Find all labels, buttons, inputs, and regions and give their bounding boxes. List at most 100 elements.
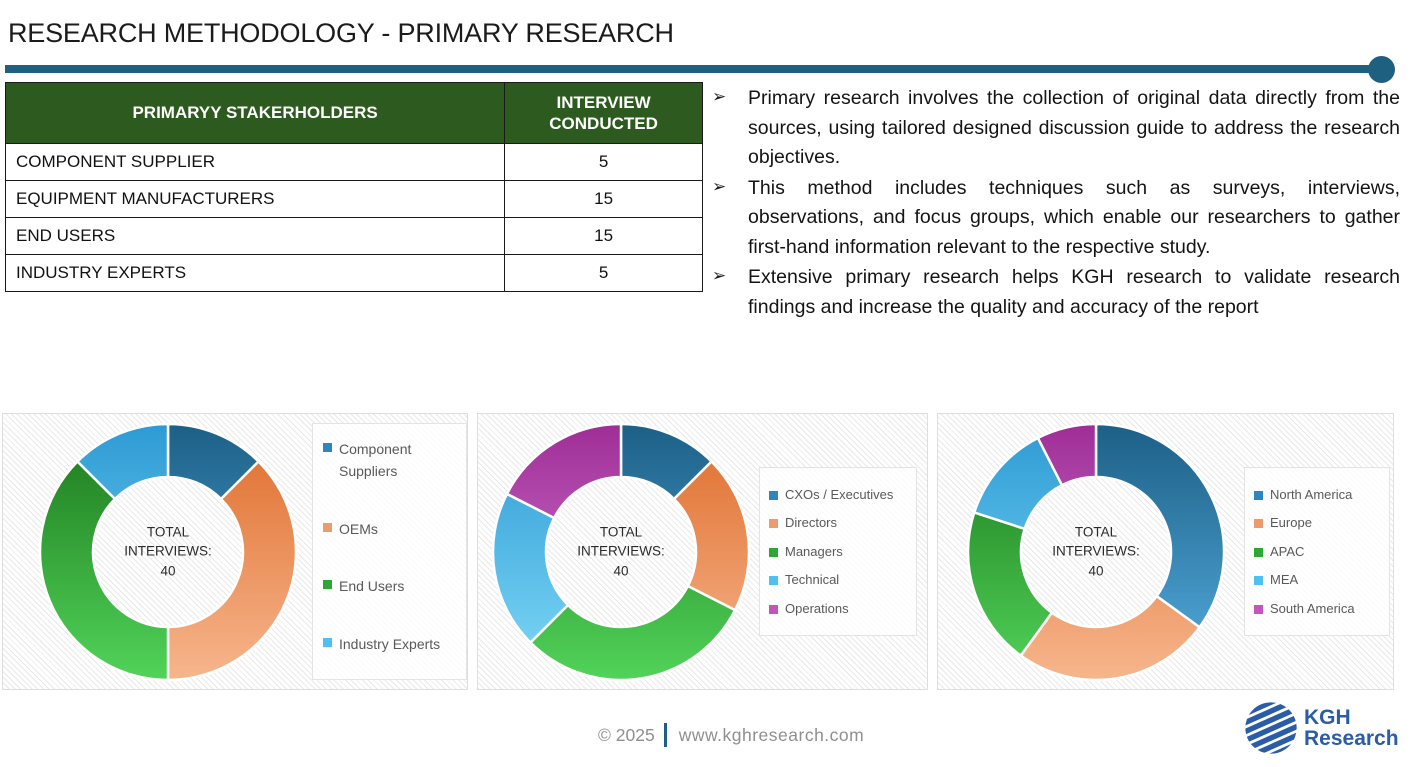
- legend-swatch: [769, 604, 778, 614]
- legend-item: Component Suppliers: [323, 438, 460, 483]
- interviews-cell: 15: [504, 180, 703, 218]
- donut-segment: [75, 422, 170, 501]
- donut-chart-regions: TOTAL INTERVIEWS: 40: [964, 420, 1228, 684]
- chart-panel-regions: TOTAL INTERVIEWS: 40 North America Europe…: [937, 413, 1394, 690]
- legend-swatch: [1254, 604, 1263, 614]
- legend-swatch: [769, 490, 778, 500]
- legend-label: South America: [1270, 600, 1355, 616]
- table-row: INDUSTRY EXPERTS 5: [4, 254, 703, 292]
- legend-label: Operations: [785, 600, 849, 616]
- donut-chart-stakeholders: TOTAL INTERVIEWS: 40: [36, 420, 300, 684]
- legend-item: South America: [1254, 600, 1385, 618]
- legend-swatch: [1254, 576, 1263, 586]
- footer-separator-bar: [663, 723, 667, 747]
- stakeholder-cell: COMPONENT SUPPLIER: [4, 143, 506, 181]
- interviews-cell: 5: [504, 143, 703, 181]
- legend-swatch: [1254, 519, 1263, 529]
- donut-center-label: TOTAL INTERVIEWS: 40: [577, 524, 665, 579]
- divider-line: [5, 65, 1372, 73]
- chart-panel-stakeholders: TOTAL INTERVIEWS: 40 Component Suppliers…: [2, 413, 468, 690]
- donut-svg: [38, 422, 298, 681]
- bullet-text: Primary research involves the collection…: [748, 87, 1400, 168]
- legend-swatch: [1254, 490, 1263, 500]
- footer-website: www.kghresearch.com: [678, 724, 865, 745]
- donut-segment: [1019, 593, 1202, 681]
- legend-item: North America: [1254, 486, 1385, 504]
- legend-label: Europe: [1270, 515, 1312, 531]
- legend-swatch: [323, 580, 332, 590]
- legend-item: APAC: [1254, 543, 1385, 561]
- legend-item: Europe: [1254, 514, 1385, 532]
- bullet-arrow-icon: ➢: [712, 87, 727, 106]
- charts-row: TOTAL INTERVIEWS: 40 Component Suppliers…: [2, 413, 1394, 690]
- chart-legend: CXOs / Executives Directors Managers Techni…: [759, 467, 917, 636]
- table-header-row: PRIMARYY STAKERHOLDERS INTERVIEW CONDUCT…: [4, 82, 703, 144]
- legend-item: Technical: [769, 571, 912, 589]
- legend-swatch: [769, 519, 778, 529]
- legend-label: CXOs / Executives: [785, 486, 894, 502]
- donut-segment: [505, 422, 623, 520]
- legend-swatch: [323, 637, 332, 647]
- legend-item: Operations: [769, 600, 912, 618]
- chart-legend: North America Europe APAC MEA South America: [1244, 467, 1390, 636]
- logo-line1: KGH: [1304, 705, 1351, 729]
- table-header-interviews: INTERVIEW CONDUCTED: [504, 82, 703, 144]
- footer-copyright: © 2025: [598, 724, 655, 745]
- logo-line2: Research: [1304, 727, 1399, 750]
- table-header-stakeholders: PRIMARYY STAKERHOLDERS: [4, 82, 506, 144]
- globe-icon: [1243, 700, 1299, 756]
- donut-segment: [38, 459, 170, 681]
- legend-swatch: [323, 522, 332, 532]
- legend-label: Directors: [785, 515, 838, 531]
- bullet-list: ➢ Primary research involves the collecti…: [712, 84, 1400, 323]
- donut-center-label: TOTAL INTERVIEWS: 40: [124, 524, 212, 579]
- legend-item: Managers: [769, 543, 912, 561]
- bullet-arrow-icon: ➢: [712, 266, 727, 285]
- page-title: RESEARCH METHODOLOGY - PRIMARY RESEARCH: [8, 18, 674, 48]
- legend-swatch: [769, 547, 778, 557]
- chart-panel-designations: TOTAL INTERVIEWS: 40 CXOs / Executives Di…: [477, 413, 928, 690]
- table-row: COMPONENT SUPPLIER 5: [4, 143, 703, 181]
- legend-label: Technical: [785, 572, 840, 588]
- stakeholder-cell: END USERS: [4, 217, 506, 255]
- donut-svg: [491, 422, 751, 681]
- legend-item: OEMs: [323, 518, 460, 540]
- kgh-logo: KGH Research: [1243, 700, 1399, 756]
- donut-svg: [966, 422, 1226, 681]
- legend-label: Managers: [785, 543, 843, 559]
- logo-text: KGH Research: [1304, 705, 1399, 750]
- legend-item: MEA: [1254, 571, 1385, 589]
- legend-swatch: [1254, 547, 1263, 557]
- donut-segment: [166, 459, 298, 681]
- donut-center-label: TOTAL INTERVIEWS: 40: [1052, 524, 1140, 579]
- legend-item: End Users: [323, 575, 460, 597]
- legend-swatch: [769, 576, 778, 586]
- legend-item: Directors: [769, 514, 912, 532]
- footer: © 2025 www.kghresearch.com: [598, 723, 864, 747]
- stakeholder-cell: INDUSTRY EXPERTS: [4, 254, 506, 292]
- bullet-text: This method includes techniques such as …: [748, 176, 1400, 258]
- interviews-cell: 15: [504, 217, 703, 255]
- table-row: END USERS 15: [4, 217, 703, 255]
- legend-label: MEA: [1270, 572, 1299, 588]
- legend-label: Component Suppliers: [339, 441, 412, 480]
- interviews-cell: 5: [504, 254, 703, 292]
- donut-segment: [1036, 422, 1098, 487]
- bullet-item: ➢ Extensive primary research helps KGH r…: [712, 263, 1400, 322]
- legend-label: APAC: [1270, 543, 1305, 559]
- bullet-item: ➢ Primary research involves the collecti…: [712, 84, 1400, 173]
- divider-endpoint-dot: [1368, 56, 1395, 83]
- bullet-item: ➢ This method includes techniques such a…: [712, 174, 1400, 263]
- donut-chart-designations: TOTAL INTERVIEWS: 40: [489, 420, 753, 684]
- bullet-arrow-icon: ➢: [712, 176, 727, 196]
- legend-item: CXOs / Executives: [769, 486, 912, 504]
- stakeholder-cell: EQUIPMENT MANUFACTURERS: [4, 180, 506, 218]
- legend-item: Industry Experts: [323, 633, 460, 655]
- stakeholder-table: PRIMARYY STAKERHOLDERS INTERVIEW CONDUCT…: [4, 82, 703, 292]
- legend-label: North America: [1270, 486, 1353, 502]
- chart-legend: Component Suppliers OEMs End Users Industry…: [312, 423, 467, 680]
- table-row: EQUIPMENT MANUFACTURERS 15: [4, 180, 703, 218]
- bullet-text: Extensive primary research helps KGH res…: [748, 266, 1400, 318]
- legend-label: Industry Experts: [339, 635, 441, 652]
